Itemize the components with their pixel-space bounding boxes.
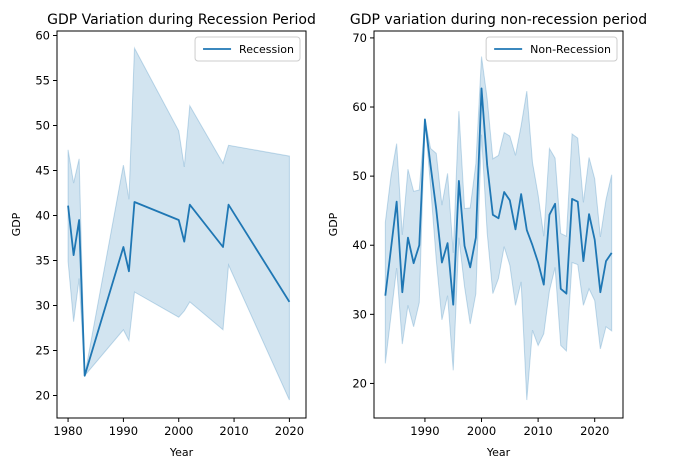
recession-line bbox=[67, 201, 291, 377]
non-recession-line bbox=[384, 87, 613, 306]
recession-y-tick-label: 40 bbox=[35, 209, 50, 223]
recession-series-line bbox=[67, 201, 291, 377]
recession-x-tick-label: 2020 bbox=[275, 424, 304, 438]
non-recession-x-tick-label: 2000 bbox=[467, 424, 496, 438]
recession-x-axis-label: Year bbox=[169, 446, 194, 459]
non-recession-chart-title: GDP variation during non-recession perio… bbox=[350, 12, 647, 28]
recession-chart-title: GDP Variation during Recession Period bbox=[47, 12, 316, 28]
non-recession-y-tick-label: 50 bbox=[352, 169, 367, 183]
recession-legend: Recession bbox=[194, 36, 301, 62]
recession-y-tick-label: 20 bbox=[35, 389, 50, 403]
non-recession-x-axis-label: Year bbox=[486, 446, 511, 459]
non-recession-y-tick-label: 20 bbox=[352, 376, 367, 390]
non-recession-x-ticks: 1990 2000 2010 2020 bbox=[410, 418, 609, 438]
non-recession-legend-box bbox=[485, 36, 618, 62]
recession-y-tick-label: 25 bbox=[35, 344, 50, 358]
recession-y-tick-label: 30 bbox=[35, 299, 50, 313]
recession-ci-area bbox=[67, 46, 290, 401]
non-recession-y-ticks: 20 30 40 50 60 70 bbox=[352, 31, 374, 390]
recession-y-tick-label: 35 bbox=[35, 254, 50, 268]
recession-y-tick-label: 45 bbox=[35, 164, 50, 178]
non-recession-ci-area bbox=[384, 56, 613, 401]
non-recession-x-tick-label: 2010 bbox=[523, 424, 552, 438]
recession-ci-band bbox=[67, 46, 290, 401]
non-recession-y-tick-label: 60 bbox=[352, 100, 367, 114]
recession-x-ticks: 1980 1990 2000 2010 2020 bbox=[53, 418, 304, 438]
recession-legend-box bbox=[194, 36, 301, 62]
non-recession-y-tick-label: 70 bbox=[352, 31, 367, 45]
non-recession-y-tick-label: 30 bbox=[352, 307, 367, 321]
recession-y-tick-label: 55 bbox=[35, 74, 50, 88]
recession-y-tick-label: 50 bbox=[35, 119, 50, 133]
non-recession-ci-band bbox=[384, 56, 613, 401]
recession-x-tick-label: 1990 bbox=[109, 424, 138, 438]
recession-y-ticks: 20 25 30 35 40 45 50 55 60 bbox=[35, 29, 57, 403]
non-recession-legend: Non-Recession bbox=[485, 36, 618, 62]
recession-x-tick-label: 2000 bbox=[164, 424, 193, 438]
non-recession-x-tick-label: 2020 bbox=[580, 424, 609, 438]
non-recession-y-tick-label: 40 bbox=[352, 238, 367, 252]
recession-chart: 1980 1990 2000 2010 2020 202530354045505560 … bbox=[10, 12, 316, 459]
recession-legend-label: Recession bbox=[239, 43, 294, 56]
non-recession-axes-frame bbox=[373, 30, 624, 419]
recession-y-axis-label: GDP bbox=[10, 212, 23, 236]
recession-axes-frame bbox=[56, 30, 307, 419]
recession-y-tick-label: 60 bbox=[35, 29, 50, 43]
non-recession-y-axis-label: GDP bbox=[327, 212, 340, 236]
non-recession-series-line bbox=[384, 87, 613, 306]
non-recession-legend-label: Non-Recession bbox=[530, 43, 611, 56]
non-recession-x-tick-label: 1990 bbox=[410, 424, 439, 438]
recession-x-tick-label: 2010 bbox=[219, 424, 248, 438]
recession-x-tick-label: 1980 bbox=[53, 424, 82, 438]
